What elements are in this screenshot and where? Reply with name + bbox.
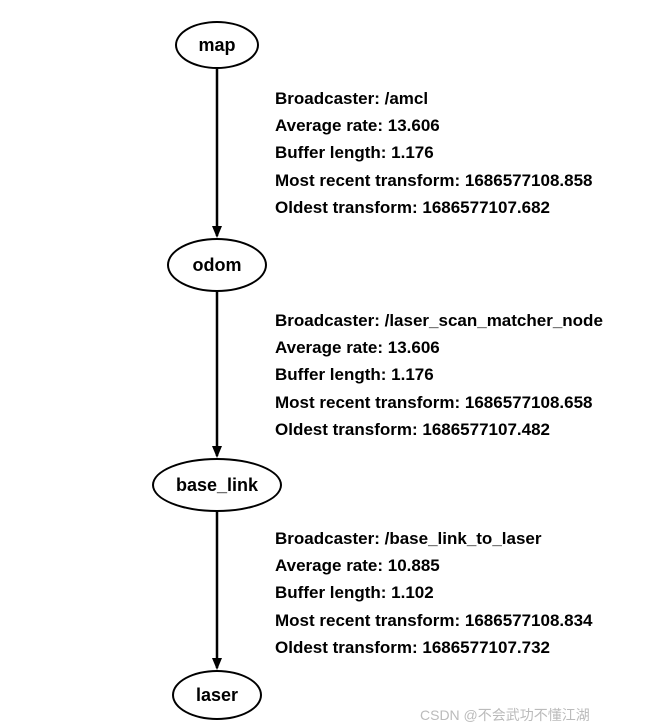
value: 1686577107.682 [422,198,550,217]
edge-info-odom-base_link: Broadcaster: /laser_scan_matcher_nodeAve… [275,307,603,443]
value: /base_link_to_laser [385,529,542,548]
label: Buffer length: [275,365,391,384]
value: 1.176 [391,143,434,162]
value: 13.606 [388,338,440,357]
label: Buffer length: [275,583,391,602]
most-recent-row: Most recent transform: 1686577108.834 [275,607,593,634]
value: 1.102 [391,583,434,602]
node-label: map [198,35,235,56]
node-odom: odom [167,238,267,292]
node-label: base_link [176,475,258,496]
broadcaster-row: Broadcaster: /base_link_to_laser [275,525,593,552]
broadcaster-row: Broadcaster: /laser_scan_matcher_node [275,307,603,334]
edge-info-base_link-laser: Broadcaster: /base_link_to_laserAverage … [275,525,593,661]
label: Broadcaster: [275,311,385,330]
node-map: map [175,21,259,69]
value: 1686577108.658 [465,393,593,412]
node-label: laser [196,685,238,706]
label: Most recent transform: [275,393,465,412]
label: Average rate: [275,338,388,357]
value: 1.176 [391,365,434,384]
label: Buffer length: [275,143,391,162]
value: /laser_scan_matcher_node [385,311,603,330]
label: Average rate: [275,556,388,575]
broadcaster-row: Broadcaster: /amcl [275,85,593,112]
watermark: CSDN @不会武功不懂江湖 [420,705,590,725]
avg-rate-row: Average rate: 13.606 [275,112,593,139]
label: Oldest transform: [275,198,422,217]
edge-info-map-odom: Broadcaster: /amclAverage rate: 13.606Bu… [275,85,593,221]
buffer-row: Buffer length: 1.102 [275,579,593,606]
label: Broadcaster: [275,89,385,108]
label: Average rate: [275,116,388,135]
buffer-row: Buffer length: 1.176 [275,361,603,388]
tf-tree-diagram: map odom base_linklaser Broadcaster: /amcl… [0,0,655,727]
oldest-row: Oldest transform: 1686577107.682 [275,194,593,221]
value: 13.606 [388,116,440,135]
label: Oldest transform: [275,420,422,439]
value: /amcl [385,89,428,108]
oldest-row: Oldest transform: 1686577107.732 [275,634,593,661]
node-laser: laser [172,670,262,720]
value: 10.885 [388,556,440,575]
most-recent-row: Most recent transform: 1686577108.658 [275,389,603,416]
value: 1686577107.732 [422,638,550,657]
value: 1686577107.482 [422,420,550,439]
avg-rate-row: Average rate: 10.885 [275,552,593,579]
oldest-row: Oldest transform: 1686577107.482 [275,416,603,443]
value: 1686577108.834 [465,611,593,630]
value: 1686577108.858 [465,171,593,190]
buffer-row: Buffer length: 1.176 [275,139,593,166]
node-label: odom [193,255,242,276]
most-recent-row: Most recent transform: 1686577108.858 [275,167,593,194]
avg-rate-row: Average rate: 13.606 [275,334,603,361]
label: Most recent transform: [275,171,465,190]
label: Broadcaster: [275,529,385,548]
label: Oldest transform: [275,638,422,657]
label: Most recent transform: [275,611,465,630]
node-base_link: base_link [152,458,282,512]
